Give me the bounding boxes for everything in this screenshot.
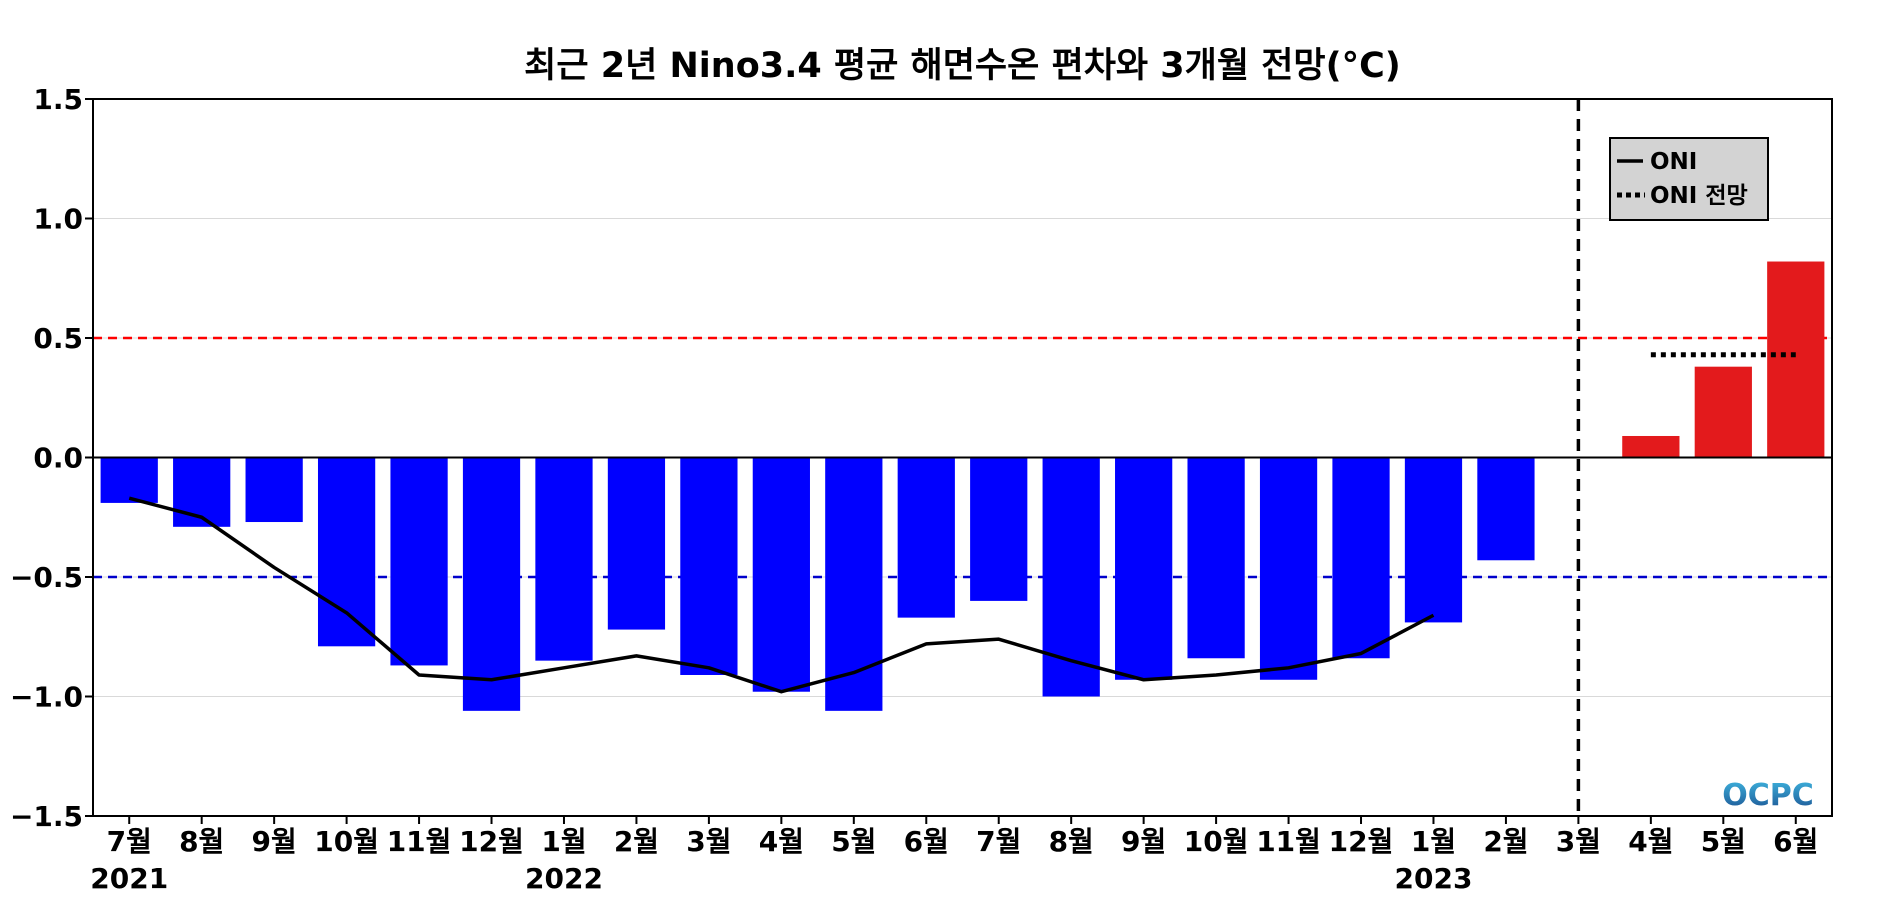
bar [897, 457, 955, 618]
x-tick-label: 11월 [1256, 825, 1321, 858]
x-tick-label: 6월 [1773, 825, 1818, 858]
bar [1477, 457, 1535, 561]
bar [535, 457, 593, 661]
bars [100, 261, 1825, 711]
bar [970, 457, 1028, 601]
x-tick-label: 7월 [107, 825, 152, 858]
bar [1187, 457, 1245, 659]
y-tick-label: 0.5 [33, 322, 83, 355]
x-tick-label: 11월 [387, 825, 452, 858]
axes [85, 98, 1833, 824]
x-tick-label: 2월 [614, 825, 659, 858]
reference-lines [93, 336, 1832, 579]
bar [680, 457, 738, 675]
bar [1115, 457, 1173, 680]
x-tick-label: 8월 [1049, 825, 1094, 858]
bar [607, 457, 666, 630]
x-tick-label: 5월 [831, 825, 876, 858]
x-tick-label: 12월 [1329, 825, 1394, 858]
bar [462, 457, 521, 711]
y-tick-label: 1.0 [33, 203, 83, 236]
year-label: 2022 [525, 862, 603, 895]
legend-label-oni: ONI [1650, 149, 1697, 175]
x-tick-label: 7월 [976, 825, 1021, 858]
ocpc-logo: OCPC [1722, 778, 1814, 813]
x-tick-label: 4월 [1628, 825, 1673, 858]
x-tick-label: 5월 [1701, 825, 1746, 858]
chart-title: 최근 2년 Nino3.4 평균 해면수온 편차와 3개월 전망(°C) [524, 46, 1401, 86]
year-label: 2021 [90, 862, 168, 895]
x-tick-label: 6월 [904, 825, 949, 858]
bar [173, 457, 231, 527]
x-tick-label: 9월 [1121, 825, 1166, 858]
bar [1259, 457, 1318, 680]
x-tick-label: 12월 [459, 825, 524, 858]
x-tick-label: 9월 [252, 825, 297, 858]
bar [825, 457, 883, 711]
legend-label-forecast: ONI 전망 [1650, 183, 1748, 209]
ocpc-logo-text: OCPC [1722, 778, 1814, 813]
bar [245, 457, 303, 523]
oni-line [128, 496, 1435, 694]
y-tick-label: −1.5 [10, 800, 83, 833]
bar [1767, 261, 1825, 458]
tick-labels: 1.51.00.50.0−0.5−1.0−1.57월 8월 9월 10월 11월 12월 1… [10, 83, 1818, 895]
bar [1622, 435, 1680, 458]
x-tick-label: 8월 [179, 825, 224, 858]
x-tick-label: 10월 [314, 825, 379, 858]
y-tick-label: 0.0 [33, 442, 83, 475]
bar [390, 457, 448, 666]
y-tick-label: 1.5 [33, 83, 83, 116]
x-tick-label: 1월 [1411, 825, 1456, 858]
year-label: 2023 [1395, 862, 1473, 895]
bar [1332, 457, 1390, 659]
x-tick-label: 1월 [541, 825, 586, 858]
x-tick-label: 4월 [759, 825, 804, 858]
legend-box [1609, 137, 1769, 221]
bar [1404, 457, 1463, 623]
y-tick-label: −1.0 [10, 681, 83, 714]
x-tick-label: 2월 [1483, 825, 1528, 858]
oni-lines [128, 352, 1796, 694]
bar [317, 457, 376, 647]
bar [752, 457, 810, 692]
x-tick-label: 3월 [686, 825, 731, 858]
x-tick-label: 3월 [1556, 825, 1601, 858]
y-tick-label: −0.5 [10, 561, 83, 594]
legend: ONI ONI 전망 [1609, 137, 1769, 221]
bar [100, 457, 158, 503]
x-tick-label: 10월 [1184, 825, 1249, 858]
bar [1694, 366, 1752, 458]
